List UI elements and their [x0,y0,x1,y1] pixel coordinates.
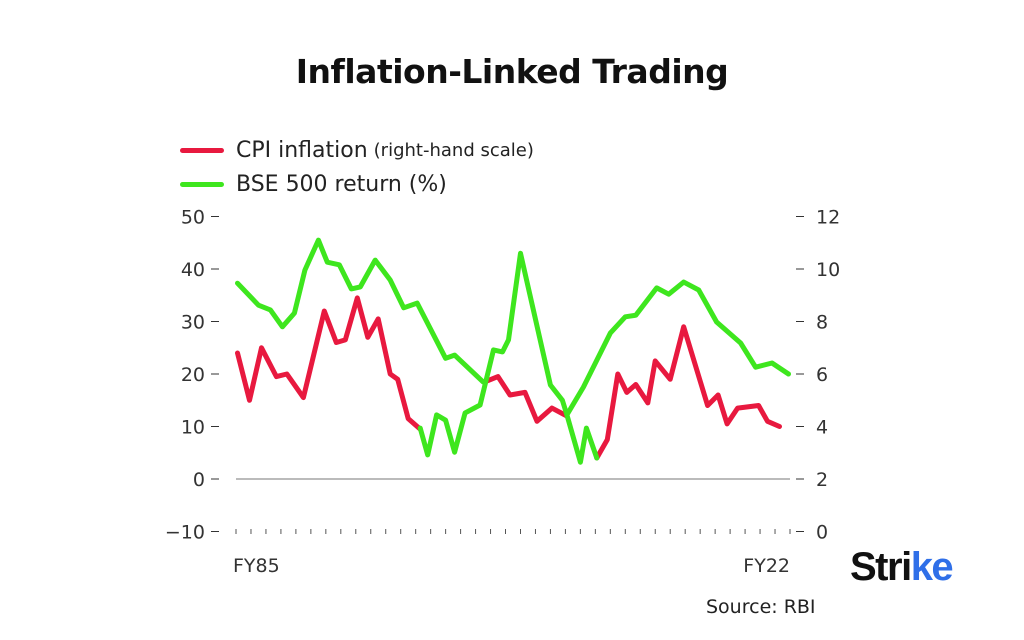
right-tick-label: 10 [816,259,840,281]
right-tick-label: 12 [816,207,840,229]
legend-item-cpi: CPI inflation (right-hand scale) [180,138,534,163]
legend-note-cpi: (right-hand scale) [373,140,534,161]
right-tick-label: 4 [816,417,828,439]
right-tick-label: 0 [816,522,828,544]
legend-label-bse: BSE 500 return (%) [236,172,447,197]
bse500-return-line-segment [564,279,791,418]
left-tick-label: 30 [181,312,205,334]
cpi-inflation-line-segment [235,295,423,432]
left-tick-label: 0 [193,469,205,491]
left-tick-label: 20 [181,364,205,386]
left-tick-label: 40 [181,259,205,281]
right-tick-label: 6 [816,364,828,386]
strike-logo: Strike [850,545,954,589]
cpi-inflation-line-segment [594,324,782,461]
chart-title: Inflation-Linked Trading [295,52,729,91]
legend-label-cpi: CPI inflation [236,138,368,163]
right-tick-label: 8 [816,312,828,334]
left-tick-label: 50 [181,207,205,229]
bse500-return-line-segment [235,237,486,385]
bse500-return-line-segment [417,250,600,465]
left-tick-label: 10 [181,417,205,439]
right-tick-label: 2 [816,469,828,491]
cpi-inflation-line-segment [482,374,570,424]
left-tick-label: −10 [165,522,205,544]
source-note: Source: RBI [706,596,816,618]
x-tick-label: FY22 [743,555,790,577]
legend-swatch-bse [180,182,224,187]
x-tick-label: FY85 [233,555,280,577]
legend-item-bse: BSE 500 return (%) [180,172,447,197]
legend-swatch-cpi [180,148,224,153]
